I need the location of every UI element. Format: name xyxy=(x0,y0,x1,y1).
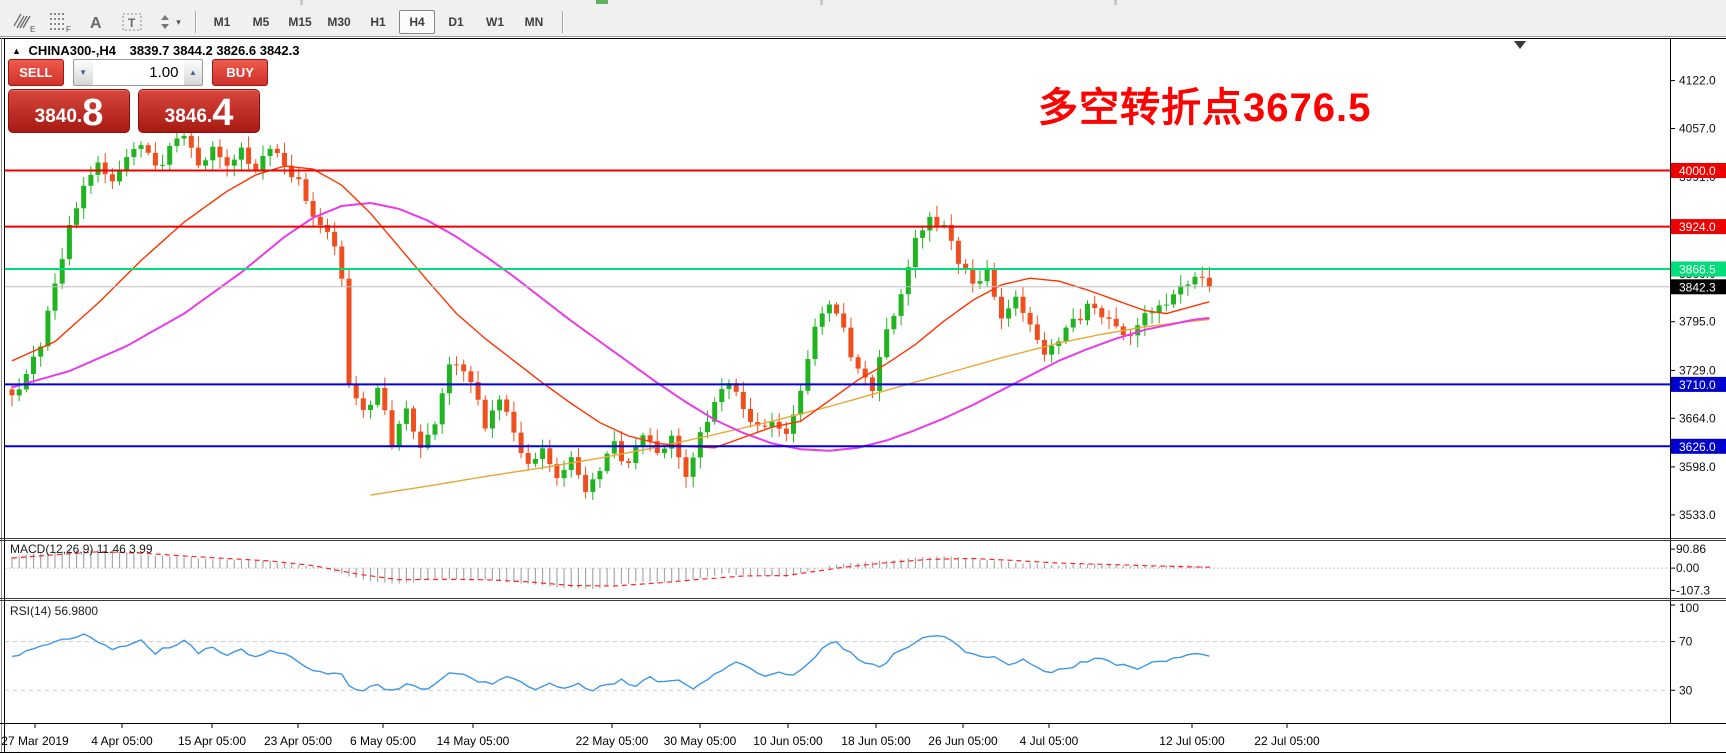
svg-text:E: E xyxy=(30,25,35,33)
timeframe-button-M30[interactable]: M30 xyxy=(327,15,351,29)
timeframe-button-H4[interactable]: H4 xyxy=(399,10,435,34)
svg-text:100: 100 xyxy=(1679,601,1699,615)
svg-text:3710.0: 3710.0 xyxy=(1679,378,1716,392)
bid-price-main: 3840. xyxy=(34,106,83,127)
svg-text:3626.0: 3626.0 xyxy=(1679,440,1716,454)
svg-text:26 Jun 05:00: 26 Jun 05:00 xyxy=(928,734,998,748)
timeframe-button-M15[interactable]: M15 xyxy=(288,15,312,29)
svg-text:27 Mar 2019: 27 Mar 2019 xyxy=(1,734,69,748)
rsi-indicator-label: RSI(14) 56.9800 xyxy=(10,604,99,618)
candlestick-layer xyxy=(9,128,1212,500)
svg-text:F: F xyxy=(66,25,71,33)
svg-text:-107.3: -107.3 xyxy=(1676,583,1710,597)
volume-input[interactable] xyxy=(92,59,184,86)
ask-price-big-digit: 4 xyxy=(212,91,234,134)
rsi-axis: 100 70 30 xyxy=(1670,601,1699,697)
timeframe-button-D1[interactable]: D1 xyxy=(448,15,464,29)
svg-text:3664.0: 3664.0 xyxy=(1679,411,1716,425)
cropped-toolbar-remnant xyxy=(300,0,303,5)
volume-increase-button[interactable]: ▲ xyxy=(183,59,204,86)
rsi-pane xyxy=(5,633,1670,692)
macd-signal-line xyxy=(11,551,1210,587)
svg-text:22 May 05:00: 22 May 05:00 xyxy=(576,734,649,748)
rsi-line xyxy=(11,633,1210,692)
svg-text:4000.0: 4000.0 xyxy=(1679,164,1716,178)
svg-text:3795.0: 3795.0 xyxy=(1679,315,1716,329)
chart-title: ▲ CHINA300-,H4 3839.7 3844.2 3826.6 3842… xyxy=(12,43,299,58)
volume-decrease-button[interactable]: ▼ xyxy=(72,59,93,86)
bid-quote-button[interactable]: 3840. 8 xyxy=(8,89,130,133)
svg-text:A: A xyxy=(90,15,102,32)
price-badges: 4000.0 3924.0 3866.5 3842.3 3710.0 3626.0 xyxy=(1671,163,1726,454)
collapse-panel-icon[interactable]: ▲ xyxy=(12,46,21,56)
timeframe-button-H1[interactable]: H1 xyxy=(370,15,386,29)
dropdown-caret-icon[interactable]: ▾ xyxy=(176,16,181,27)
chart-annotation-text: 多空转折点3676.5 xyxy=(1038,86,1372,130)
svg-text:0.00: 0.00 xyxy=(1676,561,1700,575)
equidistant-channel-tool-button[interactable]: E xyxy=(8,9,40,35)
text-label-tool-button[interactable]: A xyxy=(80,9,112,35)
svg-text:3729.0: 3729.0 xyxy=(1679,363,1716,377)
arrow-style-tool-button[interactable]: ▾ xyxy=(152,9,184,35)
svg-text:14 May 05:00: 14 May 05:00 xyxy=(437,734,510,748)
fibonacci-grid-tool-button[interactable]: F xyxy=(44,9,76,35)
level-lines xyxy=(5,169,1670,448)
buy-button[interactable]: BUY xyxy=(212,59,268,86)
svg-text:12 Jul 05:00: 12 Jul 05:00 xyxy=(1159,734,1225,748)
svg-text:3924.0: 3924.0 xyxy=(1679,220,1716,234)
ma-fast-line xyxy=(11,165,1210,449)
svg-text:30 May 05:00: 30 May 05:00 xyxy=(664,734,737,748)
timeframe-button-MN[interactable]: MN xyxy=(524,15,544,29)
timeframe-button-M5[interactable]: M5 xyxy=(252,15,270,29)
macd-indicator-label: MACD(12,26,9) 11.46 3.99 xyxy=(10,542,153,556)
timeframe-button-W1[interactable]: W1 xyxy=(486,15,504,29)
svg-text:3842.3: 3842.3 xyxy=(1679,280,1716,294)
chart-shift-marker xyxy=(1514,41,1526,49)
sell-button[interactable]: SELL xyxy=(8,59,64,86)
chart-frame xyxy=(0,38,1726,753)
chart-toolbar: E F A T ▾ M1 M5 M15 M30 H1 H4 D1 W1 MN xyxy=(0,8,1726,37)
svg-text:10 Jun 05:00: 10 Jun 05:00 xyxy=(753,734,823,748)
cropped-toolbar-remnant-green xyxy=(596,0,608,4)
svg-text:4057.0: 4057.0 xyxy=(1679,122,1716,136)
timeframe-button-M1[interactable]: M1 xyxy=(213,15,231,29)
svg-text:3598.0: 3598.0 xyxy=(1679,460,1716,474)
bid-price-big-digit: 8 xyxy=(82,91,104,134)
svg-text:4122.0: 4122.0 xyxy=(1679,74,1716,88)
toolbar-separator xyxy=(195,11,197,33)
macd-axis: 90.86 0.00 -107.3 xyxy=(1670,542,1710,597)
cropped-top-strip xyxy=(0,0,1726,8)
svg-text:70: 70 xyxy=(1679,635,1693,649)
macd-pane xyxy=(5,549,1670,589)
svg-text:T: T xyxy=(128,16,136,30)
svg-text:22 Jul 05:00: 22 Jul 05:00 xyxy=(1254,734,1320,748)
svg-text:6 May 05:00: 6 May 05:00 xyxy=(350,734,416,748)
cropped-toolbar-remnant xyxy=(1114,0,1117,5)
ma-slow-line xyxy=(370,318,1210,496)
svg-text:18 Jun 05:00: 18 Jun 05:00 xyxy=(841,734,911,748)
svg-text:4 Apr 05:00: 4 Apr 05:00 xyxy=(91,734,153,748)
ohlc-values: 3839.7 3844.2 3826.6 3842.3 xyxy=(129,43,300,58)
svg-text:15 Apr 05:00: 15 Apr 05:00 xyxy=(178,734,246,748)
ma-mid-line xyxy=(11,201,1210,452)
toolbar-separator xyxy=(562,11,564,33)
svg-text:4 Jul 05:00: 4 Jul 05:00 xyxy=(1020,734,1079,748)
symbol-period-label: CHINA300-,H4 xyxy=(28,43,116,58)
svg-text:23 Apr 05:00: 23 Apr 05:00 xyxy=(264,734,332,748)
moving-averages-layer xyxy=(11,165,1210,496)
svg-text:3533.0: 3533.0 xyxy=(1679,508,1716,522)
svg-text:30: 30 xyxy=(1679,683,1693,697)
svg-text:90.86: 90.86 xyxy=(1676,542,1706,556)
text-box-tool-button[interactable]: T xyxy=(116,9,148,35)
svg-text:3866.5: 3866.5 xyxy=(1679,263,1716,277)
one-click-trading-panel: SELL ▼ ▲ BUY 3840.8 3846.4 xyxy=(8,59,268,133)
ask-price-main: 3846. xyxy=(164,106,213,127)
ask-quote-button[interactable]: 3846. 4 xyxy=(138,89,260,133)
time-axis[interactable]: 27 Mar 2019 4 Apr 05:00 15 Apr 05:00 23 Apr… xyxy=(1,723,1320,748)
cropped-toolbar-remnant xyxy=(820,0,823,5)
